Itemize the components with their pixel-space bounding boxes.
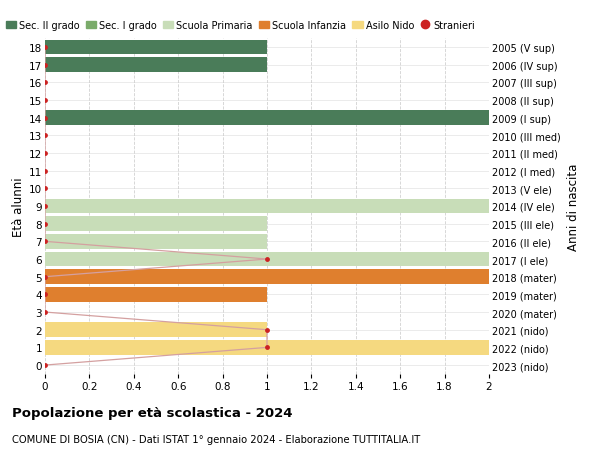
Legend: Sec. II grado, Sec. I grado, Scuola Primaria, Scuola Infanzia, Asilo Nido, Stran: Sec. II grado, Sec. I grado, Scuola Prim…	[5, 21, 475, 31]
Y-axis label: Età alunni: Età alunni	[12, 177, 25, 236]
Text: COMUNE DI BOSIA (CN) - Dati ISTAT 1° gennaio 2024 - Elaborazione TUTTITALIA.IT: COMUNE DI BOSIA (CN) - Dati ISTAT 1° gen…	[12, 434, 420, 444]
Y-axis label: Anni di nascita: Anni di nascita	[568, 163, 580, 250]
Bar	[45, 287, 267, 302]
Bar	[45, 270, 489, 284]
Bar	[45, 252, 489, 267]
Bar	[45, 58, 267, 73]
Bar	[45, 40, 267, 55]
Bar	[45, 323, 267, 337]
Bar	[45, 111, 489, 126]
Bar	[45, 235, 267, 249]
Bar	[45, 341, 489, 355]
Bar	[45, 199, 489, 214]
Bar	[45, 217, 267, 231]
Text: Popolazione per età scolastica - 2024: Popolazione per età scolastica - 2024	[12, 406, 293, 419]
